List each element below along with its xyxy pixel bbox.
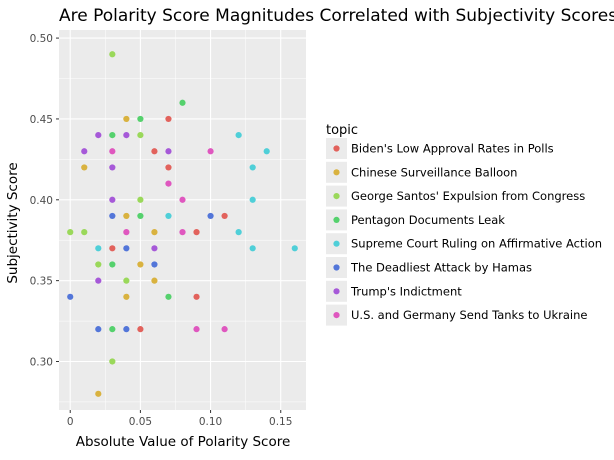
y-tick-label: 0.35	[30, 276, 53, 288]
data-point	[123, 212, 130, 220]
data-point	[137, 326, 144, 333]
legend-label: Trump's Indictment	[350, 284, 462, 298]
x-tick-label: 0.10	[199, 416, 222, 428]
grid-lines	[59, 30, 306, 410]
data-point	[109, 132, 116, 139]
data-point	[95, 277, 102, 284]
data-point	[109, 196, 116, 203]
data-point	[249, 196, 256, 203]
data-point	[179, 99, 186, 106]
legend-label: George Santos' Expulsion from Congress	[351, 189, 585, 203]
data-point	[109, 358, 116, 365]
y-tick-label: 0.40	[30, 195, 53, 207]
chart-title: Are Polarity Score Magnitudes Correlated…	[59, 6, 614, 26]
data-point	[109, 261, 116, 268]
data-point	[221, 212, 228, 220]
data-point	[123, 293, 130, 300]
data-point	[151, 148, 158, 155]
legend-label: Pentagon Documents Leak	[351, 213, 505, 227]
legend-label: Chinese Surveillance Balloon	[351, 165, 517, 179]
data-point	[165, 115, 172, 123]
y-axis-ticks: 0.30 0.35 0.40 0.45 0.50	[30, 33, 59, 368]
legend-swatch	[333, 288, 340, 295]
data-point	[165, 293, 172, 300]
data-point	[109, 148, 116, 155]
x-axis-ticks: 0 0.05 0.10 0.15	[67, 410, 292, 428]
data-point	[263, 148, 270, 155]
x-axis-title: Absolute Value of Polarity Score	[76, 434, 291, 450]
data-point	[109, 164, 116, 171]
data-point	[249, 164, 256, 171]
data-point	[67, 293, 74, 300]
x-tick-label: 0.05	[129, 416, 152, 428]
data-point	[151, 245, 158, 252]
y-tick-label: 0.50	[30, 33, 53, 45]
data-point	[81, 229, 88, 236]
data-point	[123, 229, 130, 236]
legend: topic Biden's Low Approval Rates in Poll…	[326, 123, 602, 326]
data-point	[165, 148, 172, 155]
data-point	[137, 115, 144, 123]
legend-swatch	[333, 240, 340, 247]
data-point	[137, 132, 144, 139]
data-point	[221, 326, 228, 333]
data-point	[123, 115, 130, 123]
data-point	[81, 164, 88, 171]
legend-label: The Deadliest Attack by Hamas	[350, 261, 532, 275]
data-point	[137, 196, 144, 203]
y-axis-title: Subjectivity Score	[5, 162, 21, 283]
data-point	[235, 229, 242, 236]
y-tick-label: 0.45	[30, 114, 53, 126]
data-point	[193, 229, 200, 236]
data-point	[193, 326, 200, 333]
x-tick-label: 0.15	[269, 416, 292, 428]
data-point	[151, 277, 158, 284]
data-point	[109, 51, 116, 58]
data-point	[151, 229, 158, 236]
data-point	[179, 196, 186, 203]
data-points	[67, 51, 298, 397]
data-point	[67, 229, 74, 236]
data-point	[95, 245, 102, 252]
plot-panel	[59, 30, 306, 410]
data-point	[123, 326, 130, 333]
legend-swatch	[333, 264, 340, 271]
legend-swatch	[333, 312, 340, 319]
data-point	[81, 148, 88, 155]
legend-label: Biden's Low Approval Rates in Polls	[351, 142, 554, 156]
data-point	[207, 212, 214, 220]
data-point	[137, 212, 144, 220]
data-point	[235, 132, 242, 139]
x-tick-label: 0	[67, 416, 74, 428]
data-point	[291, 245, 298, 252]
data-point	[95, 390, 102, 397]
data-point	[207, 148, 214, 155]
legend-swatch	[333, 216, 340, 223]
data-point	[151, 261, 158, 268]
data-point	[109, 245, 116, 252]
data-point	[109, 212, 116, 220]
legend-swatch	[333, 193, 340, 200]
data-point	[95, 261, 102, 268]
data-point	[137, 261, 144, 268]
data-point	[165, 180, 172, 187]
data-point	[123, 277, 130, 284]
data-point	[95, 326, 102, 333]
data-point	[165, 212, 172, 220]
data-point	[179, 229, 186, 236]
data-point	[95, 132, 102, 139]
legend-label: Supreme Court Ruling on Affirmative Acti…	[351, 237, 602, 251]
legend-title: topic	[326, 123, 358, 138]
legend-swatch	[333, 169, 340, 176]
data-point	[249, 245, 256, 252]
data-point	[123, 132, 130, 139]
data-point	[109, 326, 116, 333]
legend-swatch	[333, 145, 340, 152]
legend-label: U.S. and Germany Send Tanks to Ukraine	[351, 308, 587, 322]
data-point	[165, 164, 172, 171]
data-point	[193, 293, 200, 300]
y-tick-label: 0.30	[30, 356, 53, 368]
data-point	[123, 245, 130, 252]
